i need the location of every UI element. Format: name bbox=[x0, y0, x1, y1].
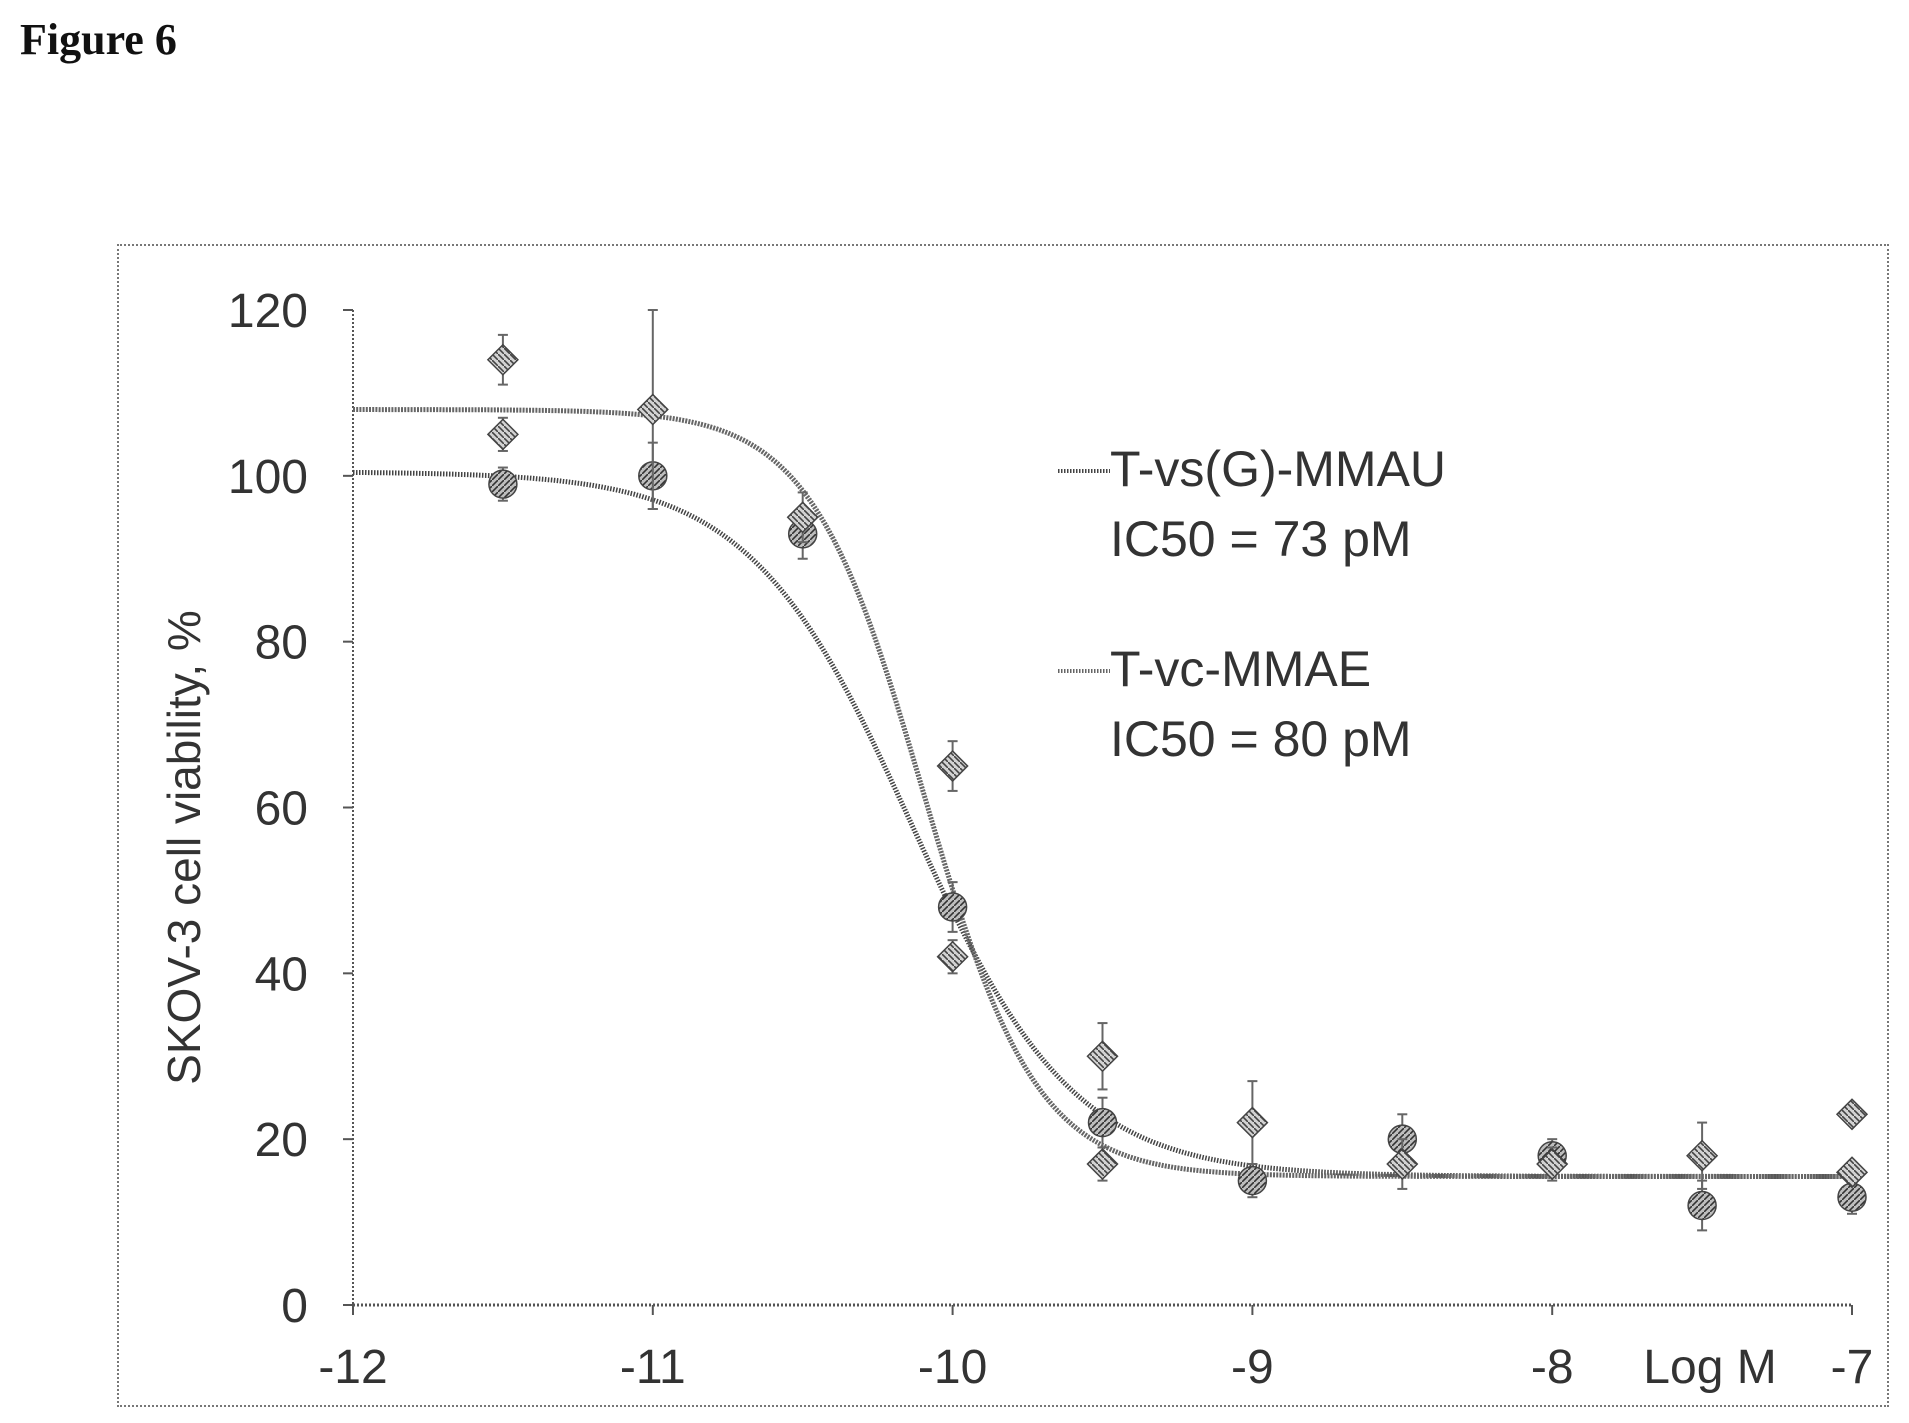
y-tick-label: 20 bbox=[255, 1114, 308, 1167]
data-point-diamond bbox=[636, 393, 669, 426]
data-point-circle bbox=[1237, 1165, 1268, 1196]
chart-axes: 0 20 40 60 80 100 120 -12 -11 -10 -9 -8 -7 Log M SKOV-… bbox=[158, 285, 1873, 1394]
y-tick-label: 100 bbox=[228, 451, 308, 504]
data-point-diamond bbox=[936, 940, 969, 973]
y-tick-label: 80 bbox=[255, 617, 308, 670]
figure-title: Figure 6 bbox=[20, 15, 177, 64]
x-axis-label: Log M bbox=[1643, 1341, 1776, 1394]
y-tick-label: 60 bbox=[255, 783, 308, 836]
x-tick-label: -10 bbox=[918, 1341, 987, 1394]
ic50-annotation-series-2: IC50 = 80 pM bbox=[1110, 711, 1412, 767]
legend-label-series-2: T-vc-MMAE bbox=[1110, 641, 1371, 697]
data-point-diamond bbox=[486, 343, 519, 376]
y-tick-label: 40 bbox=[255, 948, 308, 1001]
data-point-circle bbox=[1087, 1107, 1118, 1138]
x-tick-label: -7 bbox=[1831, 1341, 1874, 1394]
x-tick-label: -12 bbox=[318, 1341, 387, 1394]
data-point-diamond bbox=[1686, 1139, 1719, 1172]
x-tick-label: -9 bbox=[1231, 1341, 1274, 1394]
y-tick-label: 120 bbox=[228, 285, 308, 338]
data-point-diamond bbox=[1086, 1147, 1119, 1181]
data-point-diamond bbox=[936, 749, 969, 783]
y-axis-label: SKOV-3 cell viability, % bbox=[158, 610, 210, 1085]
data-point-diamond bbox=[1835, 1156, 1869, 1189]
data-point-circle bbox=[488, 469, 518, 499]
data-point-diamond bbox=[1386, 1147, 1419, 1181]
data-point-diamond bbox=[1086, 1040, 1119, 1073]
x-tick-label: -8 bbox=[1531, 1341, 1574, 1394]
data-point-circle bbox=[1687, 1190, 1717, 1221]
data-point-diamond bbox=[1236, 1106, 1269, 1139]
y-tick-label: 0 bbox=[281, 1280, 308, 1333]
x-tick-label: -11 bbox=[620, 1341, 686, 1394]
chart-frame bbox=[117, 244, 1889, 1407]
legend-label-series-1: T-vs(G)-MMAU bbox=[1110, 441, 1446, 497]
chart-legend: T-vs(G)-MMAU IC50 = 73 pM T-vc-MMAE IC50 = … bbox=[1058, 441, 1446, 767]
data-point-circle bbox=[937, 892, 968, 922]
data-point-diamond bbox=[1835, 1098, 1869, 1131]
data-point-diamond bbox=[1536, 1147, 1569, 1181]
data-point-diamond bbox=[786, 501, 819, 534]
data-markers bbox=[486, 309, 1869, 1232]
data-point-diamond bbox=[486, 418, 519, 451]
ic50-annotation-series-1: IC50 = 73 pM bbox=[1110, 511, 1412, 567]
